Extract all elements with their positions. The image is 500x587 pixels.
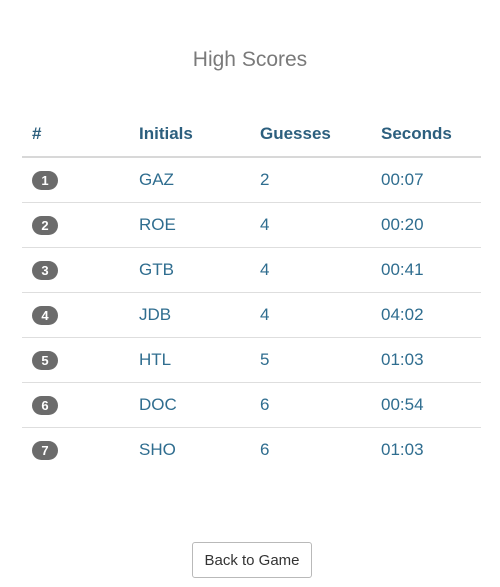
initials-cell: HTL xyxy=(139,337,260,383)
initials-cell: GTB xyxy=(139,247,260,293)
guesses-cell: 6 xyxy=(260,440,270,459)
initials-cell: ROE xyxy=(139,202,260,248)
rank-cell: 5 xyxy=(22,337,139,383)
rank-badge: 5 xyxy=(32,351,58,370)
initials-cell: JDB xyxy=(139,292,260,338)
seconds-cell: 04:02 xyxy=(381,292,481,338)
initials-cell: SHO xyxy=(139,440,176,459)
rank-cell: 6 xyxy=(22,382,139,428)
table-row: 2 ROE 4 00:20 xyxy=(22,202,481,248)
rank-badge: 6 xyxy=(32,396,58,415)
header-rank: # xyxy=(22,112,139,158)
table-header-row: # Initials Guesses Seconds xyxy=(22,112,481,158)
rank-badge: 3 xyxy=(32,261,58,280)
header-initials: Initials xyxy=(139,112,260,158)
table-row: 1 GAZ 2 00:07 xyxy=(22,157,481,203)
header-guesses: Guesses xyxy=(260,112,381,158)
rank-badge: 4 xyxy=(32,306,58,325)
guesses-cell: 4 xyxy=(260,247,381,293)
table-row: 3 GTB 4 00:41 xyxy=(22,247,481,293)
table-row: 6 DOC 6 00:54 xyxy=(22,382,481,428)
rank-cell: 1 xyxy=(22,157,139,203)
seconds-cell: 00:54 xyxy=(381,382,481,428)
rank-cell: 4 xyxy=(22,292,139,338)
rank-badge: 2 xyxy=(32,216,58,235)
page-title: High Scores xyxy=(192,48,308,71)
rank-cell: 2 xyxy=(22,202,139,248)
guesses-cell: 4 xyxy=(260,292,381,338)
seconds-cell: 00:20 xyxy=(381,202,481,248)
seconds-cell: 01:03 xyxy=(381,440,424,459)
table-row: 4 JDB 4 04:02 xyxy=(22,292,481,338)
rank-cell: 3 xyxy=(22,247,139,293)
initials-cell: GAZ xyxy=(139,157,260,203)
guesses-cell: 5 xyxy=(260,337,381,383)
header-seconds: Seconds xyxy=(381,112,481,158)
rank-cell: 7 xyxy=(22,428,139,473)
seconds-cell: 01:03 xyxy=(381,337,481,383)
table-row: 7 SHO 6 01:03 xyxy=(22,428,481,473)
rank-badge: 1 xyxy=(32,171,58,190)
guesses-cell: 4 xyxy=(260,202,381,248)
guesses-cell: 6 xyxy=(260,382,381,428)
high-scores-table: # Initials Guesses Seconds 1 GAZ 2 00:07… xyxy=(22,112,481,472)
table-row: 5 HTL 5 01:03 xyxy=(22,337,481,383)
seconds-cell: 00:41 xyxy=(381,247,481,293)
back-to-game-button[interactable]: Back to Game xyxy=(192,542,312,578)
guesses-cell: 2 xyxy=(260,157,381,203)
rank-badge: 7 xyxy=(32,441,58,460)
seconds-cell: 00:07 xyxy=(381,157,481,203)
initials-cell: DOC xyxy=(139,382,260,428)
